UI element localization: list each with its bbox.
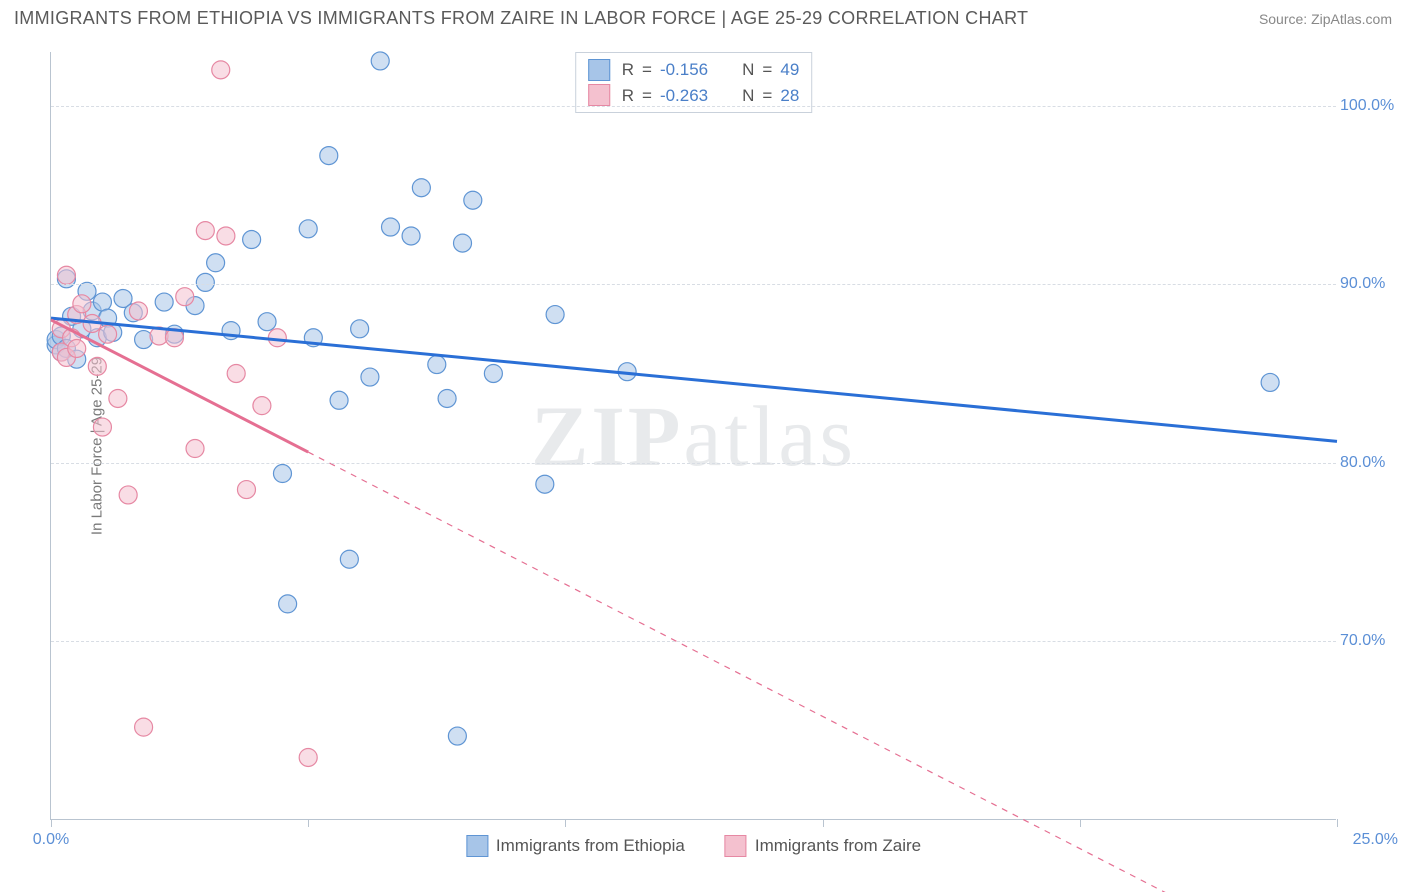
scatter-point — [227, 364, 245, 382]
scatter-point — [253, 397, 271, 415]
gridline-h — [51, 463, 1336, 464]
scatter-point — [382, 218, 400, 236]
scatter-point — [438, 389, 456, 407]
x-tick — [51, 819, 52, 827]
legend-stats: R = -0.156N = 49R = -0.263N = 28 — [575, 52, 813, 113]
trendline — [51, 318, 1337, 441]
x-tick — [308, 819, 309, 827]
scatter-point — [99, 325, 117, 343]
legend-series: Immigrants from Ethiopia Immigrants from … — [466, 835, 921, 857]
scatter-point — [279, 595, 297, 613]
legend-n-label: N — [742, 57, 754, 83]
legend-series-item: Immigrants from Zaire — [725, 835, 921, 857]
scatter-point — [454, 234, 472, 252]
scatter-point — [428, 356, 446, 374]
scatter-point — [68, 339, 86, 357]
scatter-point — [361, 368, 379, 386]
scatter-point — [258, 313, 276, 331]
x-tick-label: 0.0% — [33, 831, 69, 849]
gridline-h — [51, 284, 1336, 285]
scatter-point — [402, 227, 420, 245]
gridline-h — [51, 641, 1336, 642]
scatter-point — [176, 288, 194, 306]
scatter-point — [273, 465, 291, 483]
scatter-point — [212, 61, 230, 79]
legend-r-value: -0.156 — [660, 57, 708, 83]
scatter-point — [155, 293, 173, 311]
title-bar: IMMIGRANTS FROM ETHIOPIA VS IMMIGRANTS F… — [0, 0, 1406, 33]
legend-swatch — [588, 84, 610, 106]
scatter-point — [109, 389, 127, 407]
legend-swatch — [725, 835, 747, 857]
scatter-point — [88, 357, 106, 375]
gridline-h — [51, 106, 1336, 107]
scatter-svg — [51, 52, 1336, 819]
scatter-point — [73, 295, 91, 313]
legend-n-value: 49 — [780, 57, 799, 83]
chart-title: IMMIGRANTS FROM ETHIOPIA VS IMMIGRANTS F… — [14, 8, 1028, 29]
x-tick-label: 25.0% — [1353, 831, 1398, 849]
legend-swatch — [466, 835, 488, 857]
scatter-point — [135, 718, 153, 736]
x-tick — [565, 819, 566, 827]
source-attribution: Source: ZipAtlas.com — [1259, 11, 1392, 27]
scatter-point — [237, 481, 255, 499]
y-tick-label: 80.0% — [1340, 454, 1400, 472]
x-tick — [823, 819, 824, 827]
scatter-point — [243, 231, 261, 249]
legend-series-name: Immigrants from Ethiopia — [496, 836, 685, 856]
scatter-point — [484, 364, 502, 382]
legend-r-label: R — [622, 57, 634, 83]
scatter-point — [196, 222, 214, 240]
source-label: Source: — [1259, 11, 1311, 27]
scatter-point — [119, 486, 137, 504]
scatter-point — [351, 320, 369, 338]
y-tick-label: 100.0% — [1340, 97, 1400, 115]
legend-stat-row: R = -0.263N = 28 — [588, 83, 800, 109]
scatter-point — [340, 550, 358, 568]
scatter-point — [1261, 373, 1279, 391]
scatter-point — [186, 440, 204, 458]
scatter-point — [93, 418, 111, 436]
legend-r-value: -0.263 — [660, 83, 708, 109]
legend-n-label: N — [742, 83, 754, 109]
scatter-point — [129, 302, 147, 320]
scatter-point — [299, 220, 317, 238]
legend-series-item: Immigrants from Ethiopia — [466, 835, 685, 857]
legend-n-value: 28 — [780, 83, 799, 109]
plot-area: ZIPatlas R = -0.156N = 49R = -0.263N = 2… — [50, 52, 1336, 820]
scatter-point — [207, 254, 225, 272]
legend-stat-row: R = -0.156N = 49 — [588, 57, 800, 83]
scatter-point — [320, 147, 338, 165]
source-value: ZipAtlas.com — [1311, 11, 1392, 27]
legend-swatch — [588, 59, 610, 81]
scatter-point — [536, 475, 554, 493]
y-tick-label: 90.0% — [1340, 275, 1400, 293]
scatter-point — [371, 52, 389, 70]
scatter-point — [57, 266, 75, 284]
scatter-point — [448, 727, 466, 745]
legend-series-name: Immigrants from Zaire — [755, 836, 921, 856]
scatter-point — [217, 227, 235, 245]
x-tick — [1080, 819, 1081, 827]
y-tick-label: 70.0% — [1340, 632, 1400, 650]
scatter-point — [464, 191, 482, 209]
scatter-point — [93, 293, 111, 311]
scatter-point — [196, 273, 214, 291]
scatter-point — [299, 748, 317, 766]
x-tick — [1337, 819, 1338, 827]
scatter-point — [330, 391, 348, 409]
scatter-point — [412, 179, 430, 197]
legend-r-label: R — [622, 83, 634, 109]
scatter-point — [546, 306, 564, 324]
